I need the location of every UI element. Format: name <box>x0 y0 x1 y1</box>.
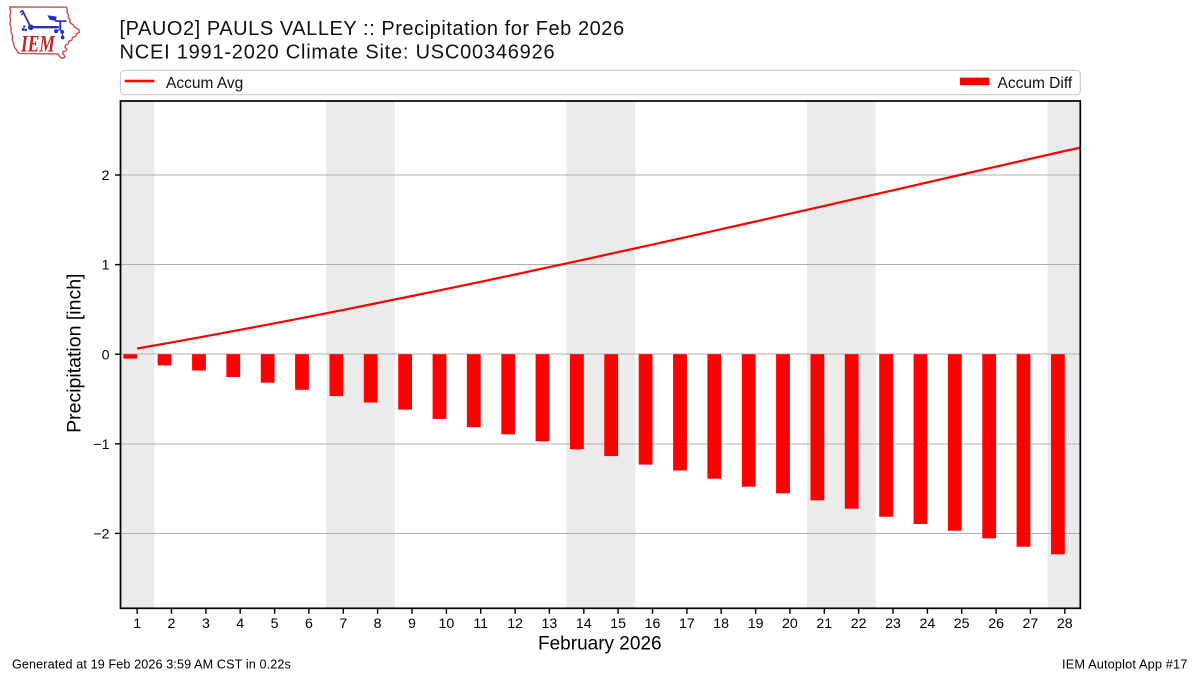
svg-text:25: 25 <box>954 616 970 632</box>
svg-text:26: 26 <box>988 616 1004 632</box>
svg-text:7: 7 <box>339 616 347 632</box>
svg-text:16: 16 <box>645 616 661 632</box>
svg-text:IEM Autoplot App #17: IEM Autoplot App #17 <box>1062 657 1187 672</box>
svg-text:0: 0 <box>102 347 110 363</box>
svg-text:6: 6 <box>305 616 313 632</box>
svg-text:21: 21 <box>816 616 832 632</box>
svg-text:3: 3 <box>202 616 210 632</box>
svg-text:−1: −1 <box>93 437 109 453</box>
svg-text:Precipitation [inch]: Precipitation [inch] <box>64 274 86 433</box>
svg-text:24: 24 <box>920 616 936 632</box>
svg-text:19: 19 <box>748 616 764 632</box>
svg-text:1: 1 <box>133 616 141 632</box>
svg-text:18: 18 <box>713 616 729 632</box>
svg-text:10: 10 <box>439 616 455 632</box>
svg-text:9: 9 <box>408 616 416 632</box>
svg-text:Accum Diff: Accum Diff <box>998 75 1073 92</box>
svg-text:NCEI 1991-2020 Climate Site: U: NCEI 1991-2020 Climate Site: USC00346926 <box>120 41 556 63</box>
svg-text:27: 27 <box>1023 616 1039 632</box>
svg-text:14: 14 <box>576 616 592 632</box>
svg-text:17: 17 <box>679 616 695 632</box>
svg-text:[PAUO2] PAULS VALLEY :: Precip: [PAUO2] PAULS VALLEY :: Precipitation fo… <box>120 18 625 40</box>
svg-text:22: 22 <box>851 616 867 632</box>
svg-text:2: 2 <box>168 616 176 632</box>
svg-text:8: 8 <box>374 616 382 632</box>
svg-text:11: 11 <box>473 616 488 632</box>
svg-text:Generated at 19 Feb 2026 3:59: Generated at 19 Feb 2026 3:59 AM CST in … <box>12 658 291 672</box>
svg-text:1: 1 <box>102 258 110 274</box>
svg-text:2: 2 <box>102 168 110 184</box>
svg-text:20: 20 <box>782 616 798 632</box>
svg-text:15: 15 <box>610 616 626 632</box>
svg-text:4: 4 <box>236 616 244 632</box>
svg-text:IEM: IEM <box>20 31 55 56</box>
svg-text:February 2026: February 2026 <box>538 633 662 654</box>
svg-text:Accum Avg: Accum Avg <box>166 75 243 92</box>
svg-text:12: 12 <box>507 616 523 632</box>
svg-text:−2: −2 <box>93 527 109 543</box>
svg-text:13: 13 <box>542 616 558 632</box>
svg-text:23: 23 <box>885 616 901 632</box>
svg-text:28: 28 <box>1057 616 1073 632</box>
svg-text:5: 5 <box>271 616 279 632</box>
